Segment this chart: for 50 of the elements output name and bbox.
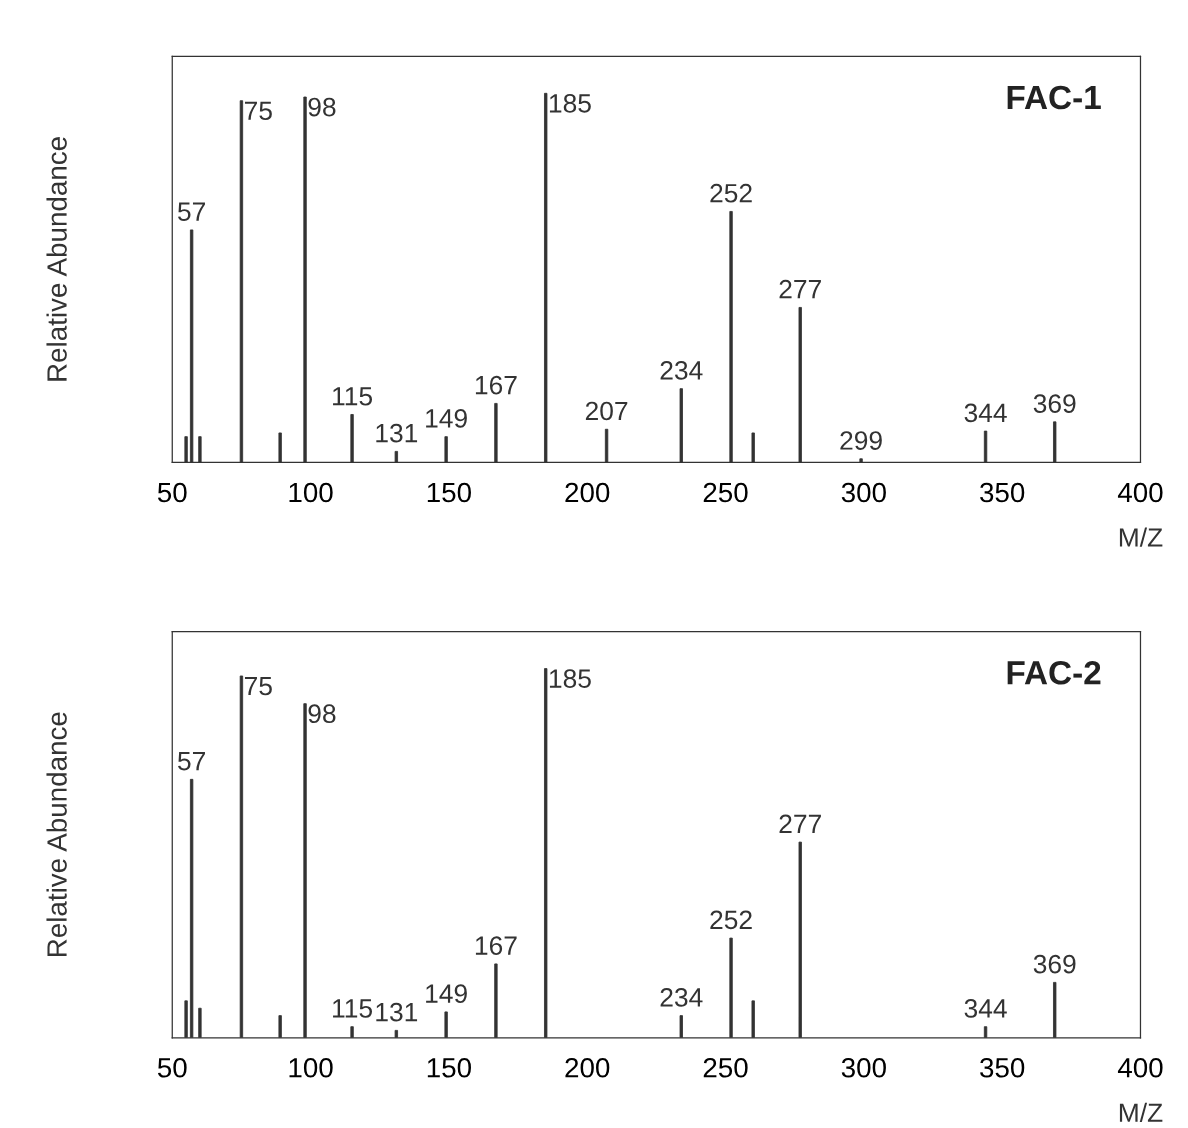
annotation: 252 bbox=[710, 183, 752, 203]
annotation: 344 bbox=[964, 403, 1007, 423]
x-tick-label: 300 bbox=[841, 1057, 886, 1078]
annotation: 167 bbox=[475, 375, 517, 395]
annotation: 252 bbox=[710, 910, 752, 930]
annotation: 115 bbox=[333, 999, 373, 1018]
x-tick-label: 50 bbox=[157, 1057, 187, 1078]
x-tick-label: 250 bbox=[703, 482, 748, 503]
annotation: 131 bbox=[376, 423, 418, 443]
annotation: 131 bbox=[376, 1002, 418, 1022]
annotation: 277 bbox=[779, 814, 821, 833]
chart-title: FAC-2 bbox=[1007, 660, 1101, 685]
annotation: 167 bbox=[475, 936, 517, 956]
y-axis-title: Relative Abundance bbox=[46, 137, 67, 381]
x-tick-label: 100 bbox=[289, 1057, 333, 1078]
annotation: 369 bbox=[1033, 954, 1076, 974]
x-tick-label: 300 bbox=[841, 482, 886, 503]
annotation: 369 bbox=[1033, 394, 1076, 413]
annotation: 234 bbox=[660, 988, 703, 1007]
x-tick-label: 400 bbox=[1117, 482, 1163, 503]
x-tick-label: 350 bbox=[980, 482, 1025, 503]
annotation: 234 bbox=[660, 361, 703, 380]
annotation: 207 bbox=[585, 401, 628, 421]
x-tick-label: 250 bbox=[703, 1057, 748, 1078]
annotation: 115 bbox=[333, 387, 373, 406]
annotation: 98 bbox=[308, 704, 336, 724]
x-tick-label: 100 bbox=[289, 482, 333, 503]
annotation: 277 bbox=[779, 279, 821, 299]
annotation: 149 bbox=[426, 409, 467, 428]
x-tick-label: 350 bbox=[980, 1057, 1025, 1078]
x-axis-title: M/Z bbox=[1119, 1102, 1163, 1123]
y-axis-title: Relative Abundance bbox=[46, 712, 67, 956]
x-tick-label: 150 bbox=[427, 482, 471, 503]
chart-title: FAC-1 bbox=[1007, 85, 1101, 110]
x-tick-label: 200 bbox=[565, 1057, 610, 1078]
annotation: 75 bbox=[244, 676, 272, 696]
x-tick-label: 200 bbox=[565, 482, 610, 503]
x-tick-label: 50 bbox=[157, 482, 187, 503]
x-tick-label: 400 bbox=[1117, 1057, 1163, 1078]
x-axis-title: M/Z bbox=[1119, 527, 1163, 547]
annotation: 149 bbox=[426, 984, 467, 1004]
annotation: 98 bbox=[308, 97, 336, 117]
annotation: 344 bbox=[964, 999, 1007, 1018]
x-tick-label: 150 bbox=[427, 1057, 471, 1078]
annotation: 57 bbox=[178, 752, 205, 771]
annotation: 57 bbox=[178, 202, 205, 221]
annotation: 75 bbox=[244, 101, 272, 121]
annotation: 185 bbox=[549, 94, 591, 113]
annotation: 185 bbox=[549, 669, 591, 688]
annotation: 299 bbox=[840, 431, 882, 450]
